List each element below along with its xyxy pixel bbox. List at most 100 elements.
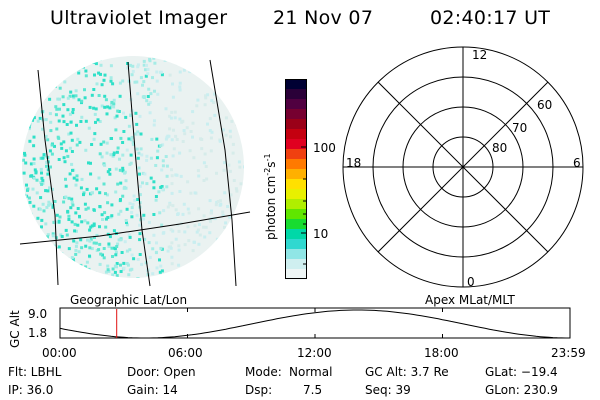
uv-pixel <box>135 213 139 217</box>
uv-pixel <box>108 235 112 239</box>
uv-pixel <box>83 96 87 100</box>
uv-pixel <box>105 141 109 145</box>
uv-pixel <box>106 216 110 219</box>
uv-pixel <box>78 214 81 218</box>
uv-pixel <box>205 269 209 272</box>
uv-pixel <box>175 138 179 141</box>
uv-pixel <box>220 78 224 81</box>
uv-pixel <box>65 123 69 126</box>
uv-pixel <box>51 234 55 238</box>
uv-pixel <box>166 205 170 209</box>
uv-pixel <box>68 172 72 176</box>
polar-ring-80 <box>432 136 494 198</box>
uv-pixel <box>97 57 101 60</box>
uv-pixel <box>168 114 172 118</box>
geographic-caption: Geographic Lat/Lon <box>70 293 188 307</box>
uv-pixel <box>114 253 118 257</box>
uv-pixel <box>158 270 162 274</box>
uv-pixel <box>66 210 70 214</box>
uv-pixel <box>52 277 56 278</box>
uv-pixel <box>118 168 122 172</box>
colorbar <box>285 79 307 280</box>
uv-pixel <box>106 268 110 272</box>
uv-pixel <box>115 114 119 118</box>
uv-pixel <box>23 153 27 157</box>
altitude-y-bottom: 1.8 <box>28 326 48 340</box>
uv-pixel <box>141 171 145 175</box>
uv-pixel <box>67 218 71 221</box>
uv-pixel <box>105 193 109 197</box>
uv-pixel <box>210 130 214 134</box>
uv-pixel <box>98 242 102 246</box>
uv-pixel <box>90 143 94 146</box>
uv-pixel <box>80 99 84 103</box>
uv-pixel <box>105 112 109 116</box>
uv-pixel <box>119 263 122 267</box>
uv-pixel <box>124 186 128 190</box>
uv-pixel <box>34 171 38 175</box>
uv-pixel <box>42 271 46 275</box>
uv-pixel <box>58 215 62 219</box>
uv-pixel <box>109 64 113 68</box>
uv-pixel <box>136 92 140 96</box>
uv-pixel <box>159 185 163 189</box>
uv-pixel <box>82 193 85 197</box>
mlt-label-12: 12 <box>472 48 488 62</box>
uv-pixel <box>191 135 194 139</box>
uv-pixel <box>158 258 161 262</box>
uv-pixel <box>109 76 113 80</box>
uv-pixel <box>178 59 182 63</box>
mlt-label-18: 18 <box>346 156 362 170</box>
uv-pixel <box>160 247 164 251</box>
uv-pixel <box>209 149 213 153</box>
uv-pixel <box>84 265 88 269</box>
uv-pixel <box>215 171 218 175</box>
uv-pixel <box>236 107 240 111</box>
uv-pixel <box>38 259 42 263</box>
uv-pixel <box>87 126 91 130</box>
uv-pixel <box>32 116 36 120</box>
uv-pixel <box>70 220 74 224</box>
uv-pixel <box>170 174 174 178</box>
uv-pixel <box>69 120 73 124</box>
uv-pixel <box>25 65 29 69</box>
uv-pixel <box>239 56 243 60</box>
uv-pixel <box>81 273 85 277</box>
uv-pixel <box>202 214 206 218</box>
uv-pixel <box>168 203 172 207</box>
mlat-label-70: 70 <box>512 121 528 135</box>
uv-pixel <box>170 110 174 114</box>
colorbar-segment <box>285 199 307 210</box>
uv-pixel <box>107 269 111 273</box>
uv-pixel <box>155 250 158 254</box>
uv-pixel <box>122 261 126 265</box>
uv-pixel <box>44 222 48 226</box>
uv-pixel <box>47 200 51 204</box>
uv-pixel <box>170 191 174 195</box>
uv-pixel <box>98 57 102 61</box>
uv-pixel <box>224 133 228 137</box>
uv-pixel <box>176 274 180 278</box>
uv-pixel <box>136 65 140 69</box>
uv-pixel <box>123 171 127 175</box>
uv-pixel <box>218 246 222 250</box>
uv-pixel <box>116 109 120 113</box>
uv-pixel <box>50 143 54 147</box>
uv-pixel <box>193 240 196 244</box>
uv-pixel <box>83 88 86 92</box>
uv-pixel <box>161 143 165 147</box>
uv-pixel <box>165 135 169 139</box>
uv-pixel <box>127 273 131 277</box>
uv-pixel <box>204 96 208 100</box>
colorbar-unit-label: photon cm-2s-1 <box>263 153 278 240</box>
uv-pixel <box>155 241 158 245</box>
uv-pixel <box>90 224 94 228</box>
uv-pixel <box>118 94 122 98</box>
uv-pixel <box>156 92 160 96</box>
uv-pixel <box>239 249 242 253</box>
uv-pixel <box>176 213 180 216</box>
uv-pixel <box>177 263 181 267</box>
uv-pixel <box>113 246 117 250</box>
uv-pixel <box>216 200 220 203</box>
uv-pixel <box>118 81 122 85</box>
